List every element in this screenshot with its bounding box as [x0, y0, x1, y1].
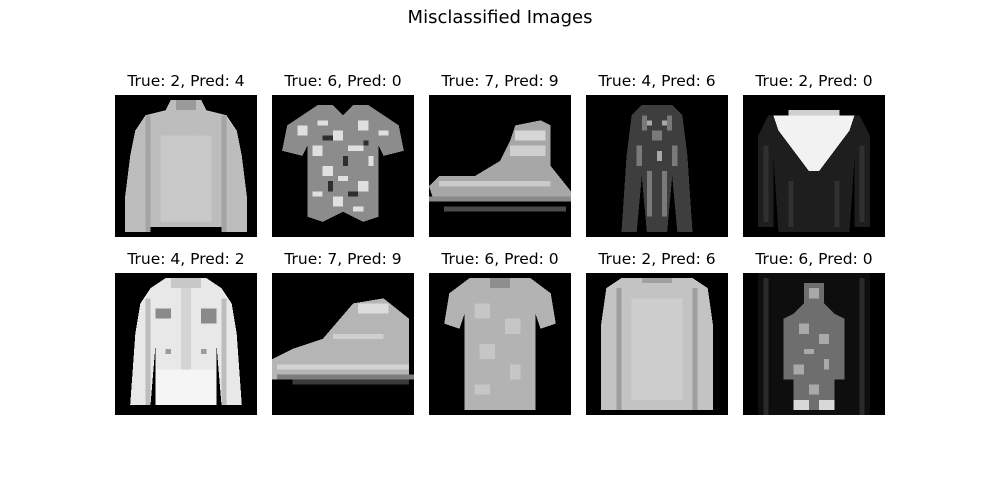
panel-caption: True: 6, Pred: 0 [755, 250, 873, 268]
white-jacket-image [115, 273, 257, 415]
panel-caption: True: 4, Pred: 6 [598, 72, 716, 90]
longsleeve-shirt-image [586, 273, 728, 415]
panel-7: True: 7, Pred: 9 [272, 250, 414, 415]
panel-10: True: 6, Pred: 0 [743, 250, 885, 415]
panel-caption: True: 2, Pred: 4 [127, 72, 245, 90]
panel-1: True: 2, Pred: 4 [115, 72, 257, 237]
panel-2: True: 6, Pred: 0 [272, 72, 414, 237]
panel-9: True: 2, Pred: 6 [586, 250, 728, 415]
panel-caption: True: 7, Pred: 9 [284, 250, 402, 268]
panel-4: True: 4, Pred: 6 [586, 72, 728, 237]
hoodie-image [115, 95, 257, 237]
tshirt-image [429, 273, 571, 415]
panel-caption: True: 2, Pred: 0 [755, 72, 873, 90]
panel-caption: True: 6, Pred: 0 [284, 72, 402, 90]
panel-caption: True: 4, Pred: 2 [127, 250, 245, 268]
panel-6: True: 4, Pred: 2 [115, 250, 257, 415]
dark-shirt-image [743, 273, 885, 415]
dark-coat-image [586, 95, 728, 237]
panel-caption: True: 7, Pred: 9 [441, 72, 559, 90]
panel-caption: True: 2, Pred: 6 [598, 250, 716, 268]
patterned-tshirt-image [272, 95, 414, 237]
panel-3: True: 7, Pred: 9 [429, 72, 571, 237]
ankle-boot-image [272, 273, 414, 415]
figure-title: Misclassified Images [407, 7, 593, 28]
panel-5: True: 2, Pred: 0 [743, 72, 885, 237]
panel-caption: True: 6, Pred: 0 [441, 250, 559, 268]
panel-8: True: 6, Pred: 0 [429, 250, 571, 415]
sneaker-image [429, 95, 571, 237]
v-neck-pullover-image [743, 95, 885, 237]
